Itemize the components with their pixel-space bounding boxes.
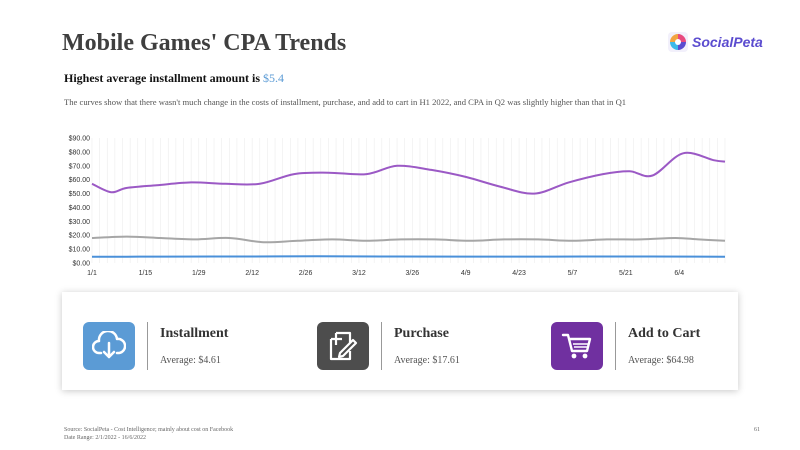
x-tick-label: 1/15: [139, 270, 153, 277]
metrics-card: Installment Average: $4.61 Purchase Aver…: [62, 292, 738, 390]
metric-installment: Installment Average: $4.61: [83, 322, 228, 370]
y-tick-label: $20.00: [69, 233, 91, 240]
logo-icon: [668, 32, 688, 52]
metric-text: Add to Cart Average: $64.98: [628, 326, 700, 366]
x-tick-label: 4/9: [461, 270, 471, 277]
metric-average: Average: $17.61: [394, 355, 460, 366]
y-tick-label: $80.00: [69, 149, 91, 156]
metric-average: Average: $4.61: [160, 355, 221, 366]
x-tick-label: 3/12: [352, 270, 366, 277]
y-tick-label: $0.00: [72, 261, 90, 268]
metric-average: Average: $64.98: [628, 355, 694, 366]
y-tick-label: $60.00: [69, 177, 91, 184]
x-tick-label: 6/4: [674, 270, 684, 277]
metric-add-to-cart: Add to Cart Average: $64.98: [551, 322, 700, 370]
series-line-installment: [91, 255, 726, 258]
metric-divider: [381, 322, 382, 370]
metric-divider: [147, 322, 148, 370]
series-line-purchase: [91, 235, 726, 244]
cpa-trend-chart: $0.00 $10.00 $20.00 $30.00 $40.00 $50.00 $60.0…: [69, 136, 726, 277]
x-tick-label: 5/21: [619, 270, 633, 277]
date-range-text: Date Range: 2/1/2022 - 16/6/2022: [64, 435, 146, 441]
metric-name: Purchase: [394, 326, 449, 341]
headline-text: Highest average installment amount is: [64, 71, 260, 85]
headline: Highest average installment amount is $5…: [64, 71, 284, 86]
page-title: Mobile Games' CPA Trends: [62, 30, 347, 56]
y-tick-label: $90.00: [69, 136, 91, 143]
page-number: 61: [754, 427, 760, 433]
x-tick-label: 5/7: [568, 270, 578, 277]
y-tick-label: $40.00: [69, 205, 91, 212]
headline-highlight: $5.4: [263, 71, 284, 85]
y-tick-label: $30.00: [69, 219, 91, 226]
y-tick-label: $70.00: [69, 163, 91, 170]
metric-purchase: Purchase Average: $17.61: [317, 322, 460, 370]
footer-source: Source: SocialPeta - Cost Intelligence; …: [64, 426, 233, 442]
metric-name: Installment: [160, 326, 229, 341]
y-tick-label: $50.00: [69, 191, 91, 198]
y-tick-label: $10.00: [69, 247, 91, 254]
document-edit-icon: [317, 322, 369, 370]
shopping-cart-icon: [551, 322, 603, 370]
x-tick-label: 2/12: [245, 270, 259, 277]
metric-divider: [615, 322, 616, 370]
cloud-download-icon: [83, 322, 135, 370]
x-tick-label: 4/23: [512, 270, 526, 277]
x-tick-label: 3/26: [406, 270, 420, 277]
x-tick-label: 2/26: [299, 270, 313, 277]
x-tick-label: 1/1: [87, 270, 97, 277]
series-line-add-to-cart: [91, 151, 726, 195]
metric-text: Purchase Average: $17.61: [394, 326, 460, 366]
socialpeta-logo: SocialPeta: [667, 31, 763, 53]
metric-text: Installment Average: $4.61: [160, 326, 228, 366]
metric-name: Add to Cart: [628, 326, 701, 341]
chart-description: The curves show that there wasn't much c…: [64, 97, 627, 107]
source-text: Source: SocialPeta - Cost Intelligence; …: [64, 427, 234, 433]
logo-text: SocialPeta: [692, 34, 763, 50]
x-tick-label: 1/29: [192, 270, 206, 277]
